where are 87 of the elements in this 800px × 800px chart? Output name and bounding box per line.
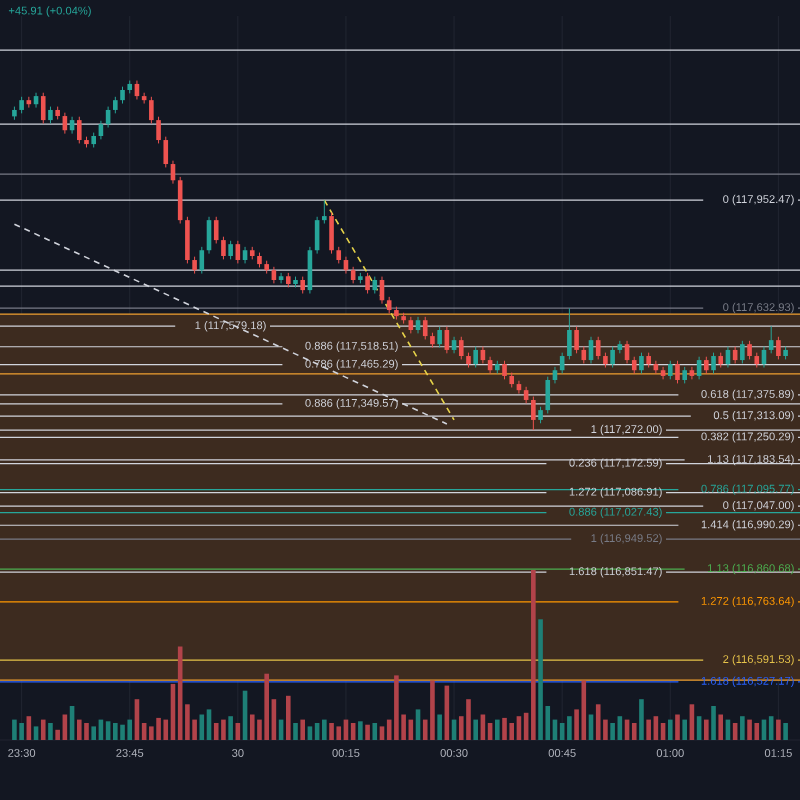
candlestick (213, 216, 219, 244)
candlestick (595, 336, 601, 360)
bar (783, 723, 788, 740)
bar (667, 719, 673, 740)
bar (213, 723, 219, 740)
bar (221, 719, 226, 740)
candlestick (740, 340, 745, 364)
bar (127, 719, 133, 740)
bar (531, 570, 536, 740)
candlestick (711, 352, 716, 375)
bar (740, 716, 745, 740)
candlestick (149, 96, 154, 124)
candlestick (675, 360, 680, 384)
candlestick (365, 272, 370, 294)
bar (675, 714, 680, 740)
bar (156, 717, 161, 740)
bar (495, 719, 500, 740)
bar (631, 723, 637, 740)
candlestick (473, 346, 478, 369)
bar (711, 706, 716, 740)
candlestick (747, 340, 752, 360)
bar (19, 723, 24, 740)
candlestick (531, 396, 536, 431)
candlestick (437, 326, 442, 349)
candlestick (422, 316, 428, 340)
bar (120, 724, 125, 740)
bar (718, 714, 724, 740)
candlestick (329, 212, 334, 255)
bar (365, 724, 370, 740)
bar (509, 723, 515, 740)
bar (84, 723, 89, 740)
bar (704, 719, 709, 740)
candlestick (76, 116, 82, 144)
bar (228, 716, 233, 740)
candlestick (545, 376, 551, 414)
candlestick (278, 272, 284, 284)
bar (610, 723, 615, 740)
bar (336, 726, 342, 740)
bar (285, 695, 291, 740)
bar (639, 699, 644, 740)
bar (538, 619, 543, 740)
candlestick (228, 240, 233, 260)
bar (300, 719, 306, 740)
bar (372, 723, 378, 740)
bar (473, 719, 478, 740)
candlestick (163, 136, 169, 168)
candlestick (667, 360, 673, 380)
bar (776, 719, 781, 740)
candlestick (185, 216, 190, 264)
bar (466, 699, 471, 740)
candlestick (660, 366, 666, 380)
bar (40, 719, 46, 740)
bar (249, 714, 255, 740)
bar (430, 680, 435, 740)
candlestick (40, 92, 46, 124)
candlestick (221, 236, 226, 260)
bar (595, 704, 601, 740)
bar (149, 726, 154, 740)
candlestick (567, 307, 572, 360)
candlestick (639, 352, 644, 375)
candlestick (458, 336, 464, 360)
bar (322, 719, 327, 740)
bar (113, 723, 118, 740)
bar (293, 723, 298, 740)
bar (76, 719, 82, 740)
bar (747, 719, 752, 740)
bar (646, 719, 651, 740)
bar (754, 723, 760, 740)
candlestick (502, 360, 507, 380)
candlestick (610, 346, 615, 369)
bar (682, 719, 687, 740)
bar (437, 714, 442, 740)
candlestick (156, 116, 161, 144)
bar (329, 723, 334, 740)
candlestick (689, 366, 695, 380)
candlestick (776, 336, 781, 360)
bar (48, 723, 53, 740)
bar (394, 675, 399, 740)
bar (502, 717, 507, 740)
bar (358, 721, 363, 740)
bar (12, 719, 17, 740)
bar (581, 680, 587, 740)
bar (91, 726, 96, 740)
candlestick (322, 199, 327, 225)
bar (264, 673, 269, 740)
bar (567, 716, 572, 740)
candlestick (574, 326, 579, 354)
